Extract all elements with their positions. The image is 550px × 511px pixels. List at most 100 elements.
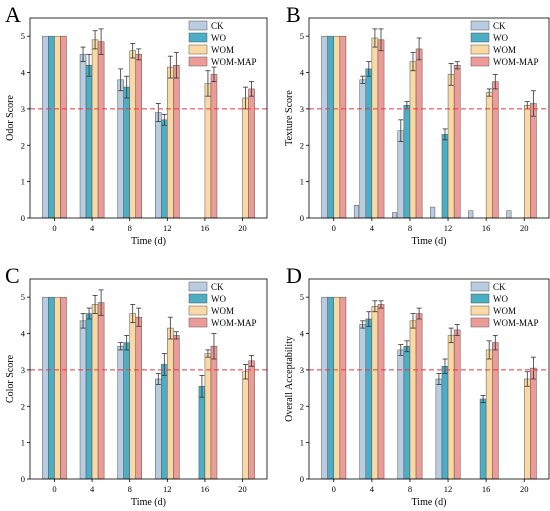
bar bbox=[167, 66, 174, 219]
bar bbox=[321, 296, 328, 480]
bar bbox=[117, 346, 124, 480]
x-tick-label: 4 bbox=[370, 223, 375, 233]
x-tick-label: 8 bbox=[408, 223, 412, 233]
small-bar-mark bbox=[468, 210, 474, 219]
y-tick-label: 5 bbox=[21, 31, 25, 41]
y-tick-label: 3 bbox=[21, 104, 25, 114]
x-axis-title: Time (d) bbox=[412, 236, 447, 247]
y-tick-label: 0 bbox=[300, 474, 304, 484]
legend-swatch bbox=[470, 293, 490, 304]
bar bbox=[129, 50, 136, 219]
x-tick-label: 12 bbox=[444, 223, 453, 233]
bar bbox=[167, 327, 174, 480]
x-tick-label: 20 bbox=[238, 484, 247, 494]
x-tick-label: 8 bbox=[408, 484, 412, 494]
legend-swatch bbox=[188, 281, 208, 292]
x-tick-label: 4 bbox=[370, 484, 375, 494]
legend-label: WOM-MAP bbox=[211, 318, 257, 328]
bar bbox=[491, 342, 499, 480]
small-bar-mark bbox=[506, 210, 512, 219]
panel-letter: A bbox=[5, 2, 21, 27]
y-tick-label: 4 bbox=[300, 329, 305, 339]
bar bbox=[85, 65, 93, 219]
bar bbox=[441, 134, 449, 219]
bar bbox=[79, 54, 87, 219]
plot-frame bbox=[29, 278, 268, 480]
y-tick-label: 5 bbox=[300, 292, 304, 302]
bar bbox=[173, 335, 180, 480]
y-axis-title: Overall Acceptability bbox=[284, 336, 295, 422]
bar bbox=[42, 35, 49, 219]
legend-label: CK bbox=[493, 21, 506, 31]
bar bbox=[204, 83, 212, 219]
small-bar-mark bbox=[430, 206, 436, 219]
bar bbox=[117, 79, 124, 219]
bar bbox=[135, 316, 142, 480]
bar bbox=[173, 65, 180, 219]
y-axis-title: Color Score bbox=[5, 354, 16, 403]
x-tick-label: 16 bbox=[482, 484, 491, 494]
legend-label: WO bbox=[211, 33, 226, 43]
legend-swatch bbox=[188, 44, 208, 55]
bar bbox=[377, 304, 385, 480]
x-tick-label: 0 bbox=[332, 223, 336, 233]
panel-letter: D bbox=[286, 263, 302, 288]
legend-swatch bbox=[188, 317, 208, 328]
x-tick-label: 12 bbox=[163, 223, 172, 233]
bar bbox=[79, 320, 87, 480]
bar bbox=[210, 346, 218, 480]
bar bbox=[327, 296, 335, 480]
y-tick-label: 1 bbox=[21, 177, 25, 187]
bar bbox=[135, 54, 142, 219]
x-tick-label: 0 bbox=[52, 223, 56, 233]
bar bbox=[530, 103, 537, 219]
legend-swatch bbox=[470, 281, 490, 292]
legend-label: CK bbox=[211, 21, 224, 31]
bar bbox=[129, 313, 136, 480]
bar bbox=[155, 378, 162, 480]
bar bbox=[403, 105, 411, 219]
bar bbox=[371, 306, 379, 480]
bar bbox=[415, 48, 423, 219]
bar bbox=[48, 35, 55, 219]
bar bbox=[530, 367, 537, 480]
legend-label: WOM-MAP bbox=[493, 57, 539, 67]
legend-label: WO bbox=[211, 294, 226, 304]
x-axis-title: Time (d) bbox=[131, 497, 166, 508]
bar bbox=[97, 41, 105, 219]
bar bbox=[123, 342, 130, 480]
y-tick-label: 2 bbox=[21, 401, 25, 411]
bar bbox=[161, 364, 168, 480]
small-bar-mark bbox=[392, 212, 398, 219]
y-axis-title: Odor Score bbox=[5, 95, 16, 141]
bar bbox=[42, 296, 49, 480]
bar bbox=[60, 35, 67, 219]
bar bbox=[365, 68, 373, 219]
x-tick-label: 4 bbox=[90, 223, 95, 233]
bar bbox=[491, 81, 499, 219]
legend-swatch bbox=[470, 56, 490, 67]
bar bbox=[441, 366, 449, 480]
bar bbox=[339, 35, 347, 219]
bar bbox=[242, 97, 249, 219]
legend-swatch bbox=[188, 32, 208, 43]
y-tick-label: 2 bbox=[21, 140, 25, 150]
x-tick-label: 16 bbox=[201, 223, 210, 233]
x-tick-label: 12 bbox=[444, 484, 453, 494]
y-tick-label: 1 bbox=[300, 177, 304, 187]
bar bbox=[242, 371, 249, 480]
bar bbox=[359, 324, 367, 480]
y-tick-label: 4 bbox=[21, 68, 26, 78]
plot-frame bbox=[308, 278, 550, 480]
bar bbox=[453, 329, 461, 480]
bar bbox=[479, 398, 487, 480]
bar bbox=[409, 61, 417, 219]
bar bbox=[359, 79, 367, 219]
bar bbox=[248, 88, 255, 219]
legend-label: WO bbox=[493, 33, 508, 43]
legend-label: WOM bbox=[211, 306, 234, 316]
